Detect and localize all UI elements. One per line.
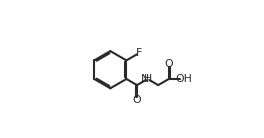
Text: O: O (164, 59, 173, 69)
Text: O: O (133, 95, 141, 105)
Text: OH: OH (176, 74, 193, 84)
Text: N: N (141, 74, 150, 84)
Text: F: F (136, 48, 142, 58)
Text: H: H (143, 74, 152, 84)
